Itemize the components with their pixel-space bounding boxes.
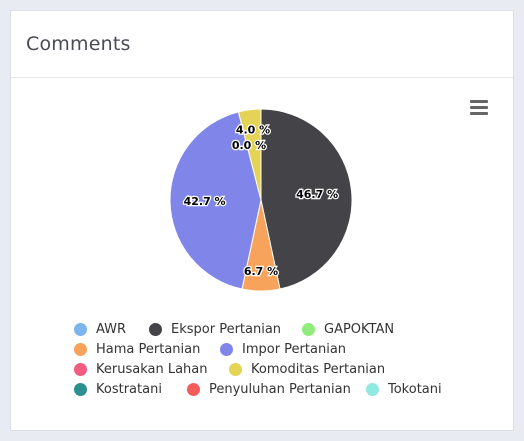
legend-label: Hama Pertanian: [96, 342, 201, 357]
pie-slice-impor-pertanian[interactable]: [169, 111, 262, 290]
legend-marker-icon: [302, 323, 315, 336]
slice-label-komoditas-pertanian: 4.0 %: [236, 124, 270, 137]
legend-label: Komoditas Pertanian: [251, 362, 386, 377]
slice-label-hama-pertanian: 6.7 %: [244, 265, 278, 278]
slice-label-ekspor-pertanian: 46.7 %: [296, 188, 338, 201]
legend-item-tokotani[interactable]: Tokotani: [366, 382, 442, 397]
legend-item-penyuluhan-pertanian[interactable]: Penyuluhan Pertanian: [187, 382, 351, 397]
hamburger-menu-icon[interactable]: [469, 100, 489, 118]
legend-item-hama-pertanian[interactable]: Hama Pertanian: [74, 342, 200, 357]
legend-label: GAPOKTAN: [324, 322, 395, 337]
legend-label: Tokotani: [388, 382, 442, 397]
legend-label: Kerusakan Lahan: [96, 362, 208, 377]
legend-label: Ekspor Pertanian: [171, 322, 282, 337]
card-header: Comments: [11, 11, 513, 78]
legend-item-gapoktan[interactable]: GAPOKTAN: [302, 322, 394, 337]
legend-marker-icon: [220, 343, 233, 356]
pie-slice-komoditas-pertanian[interactable]: [237, 108, 262, 201]
legend-label: Penyuluhan Pertanian: [209, 382, 351, 397]
card-title: Comments: [26, 33, 131, 55]
slice-label-awr: 0.0 %: [232, 139, 266, 152]
slice-label-impor-pertanian: 42.7 %: [184, 195, 226, 208]
comments-card: Comments 46.7 % 6.7 % 42.7 % 4.0 % 0.0 % AWR…: [10, 10, 514, 431]
legend-label: AWR: [96, 322, 127, 337]
legend-label: Impor Pertanian: [242, 342, 347, 357]
pie-chart: 46.7 % 6.7 % 42.7 % 4.0 % 0.0 %: [169, 108, 353, 292]
legend-item-kostratani[interactable]: Kostratani: [74, 382, 162, 397]
legend-marker-icon: [74, 383, 87, 396]
legend-marker-icon: [74, 363, 87, 376]
legend-item-ekspor-pertanian[interactable]: Ekspor Pertanian: [149, 322, 281, 337]
legend-item-komoditas-pertanian[interactable]: Komoditas Pertanian: [229, 362, 385, 377]
pie-slice-ekspor-pertanian[interactable]: [260, 108, 353, 290]
legend-marker-icon: [149, 323, 162, 336]
legend-marker-icon: [74, 323, 87, 336]
chart-legend: AWR Ekspor Pertanian GAPOKTAN Hama Pertania…: [11, 11, 515, 432]
legend-item-kerusakan-lahan[interactable]: Kerusakan Lahan: [74, 362, 208, 377]
legend-marker-icon: [187, 383, 200, 396]
legend-marker-icon: [74, 343, 87, 356]
legend-item-impor-pertanian[interactable]: Impor Pertanian: [220, 342, 346, 357]
legend-marker-icon: [229, 363, 242, 376]
legend-label: Kostratani: [96, 382, 162, 397]
legend-marker-icon: [366, 383, 379, 396]
legend-item-awr[interactable]: AWR: [74, 322, 126, 337]
